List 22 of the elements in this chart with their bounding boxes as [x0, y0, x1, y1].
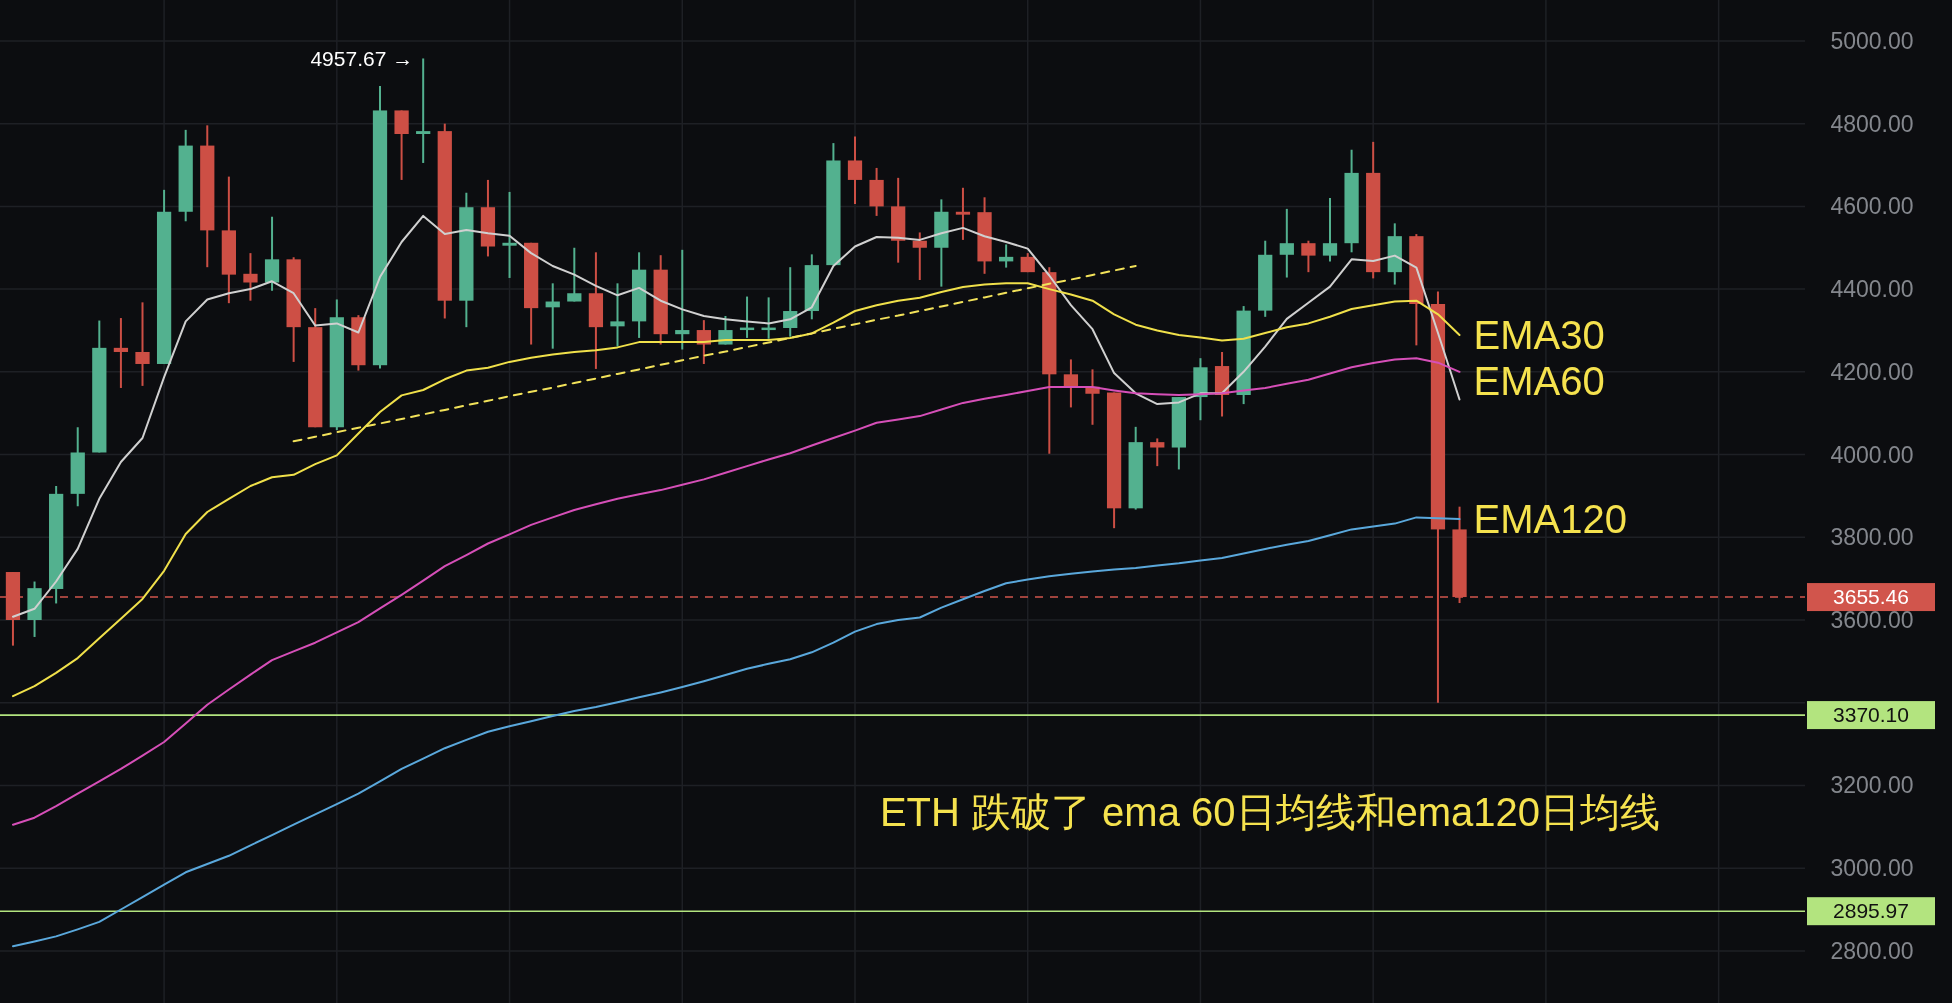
line-series: [12, 282, 1461, 698]
y-tick-label: 3600.00: [1830, 607, 1914, 633]
annotation: ETH 跌破了 ema 60日均线和ema120日均线: [879, 790, 1661, 834]
annotation: 4957.67 →: [310, 47, 414, 71]
series-label: EMA30: [1473, 313, 1605, 358]
series-label: EMA60: [1473, 359, 1605, 404]
y-tick-label: 3000.00: [1830, 855, 1914, 882]
y-tick-label: 4000.00: [1830, 441, 1914, 468]
y-tick-label: 4800.00: [1830, 110, 1914, 137]
y-tick-label: 3800.00: [1830, 524, 1914, 551]
y-tick-label: 5000.00: [1830, 27, 1914, 54]
y-tick-label: 3200.00: [1830, 772, 1914, 799]
y-tick-label: 4400.00: [1830, 276, 1914, 303]
y-tick-label: 2800.00: [1830, 937, 1914, 964]
series-label: EMA120: [1473, 497, 1627, 542]
line-series: [12, 214, 1461, 618]
ref-line-label: 2895.97: [1833, 899, 1909, 923]
y-tick-label: 4600.00: [1830, 193, 1914, 220]
ref-line-label: 3655.46: [1833, 585, 1909, 609]
line-series: [292, 265, 1137, 443]
y-tick-label: 4200.00: [1830, 358, 1914, 385]
ref-line-label: 3370.10: [1833, 703, 1909, 727]
